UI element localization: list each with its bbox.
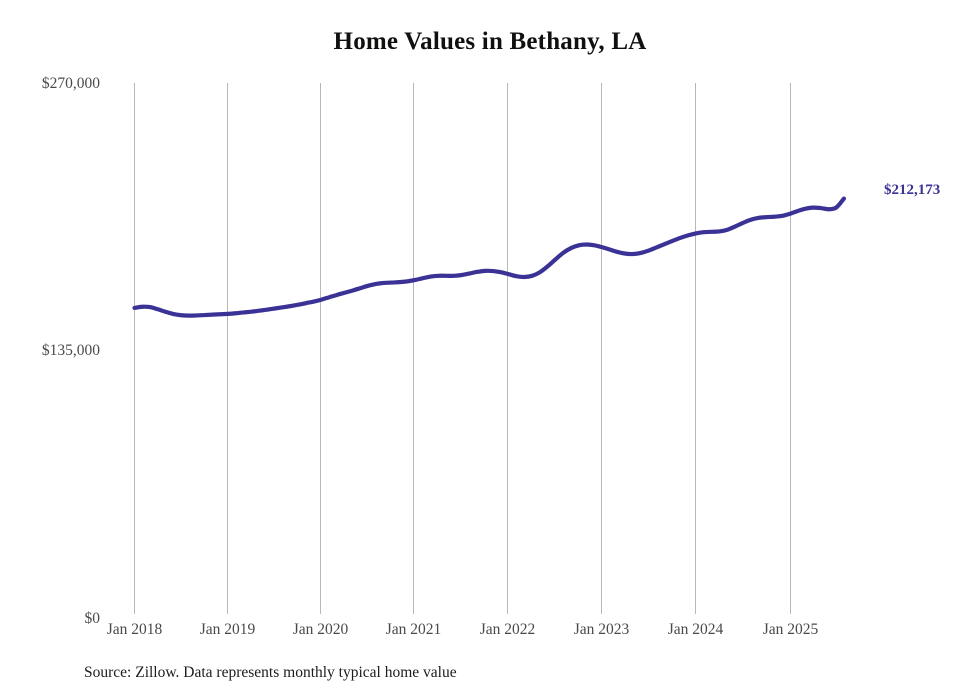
x-axis-tick-jan-2023: Jan 2023 (573, 621, 630, 638)
x-axis-tick-jan-2024: Jan 2024 (667, 621, 724, 638)
x-axis-tick-jan-2021: Jan 2021 (385, 621, 442, 638)
source-note: Source: Zillow. Data represents monthly … (84, 664, 457, 681)
x-axis-tick-jan-2020: Jan 2020 (292, 621, 349, 638)
y-axis-tick-270000: $270,000 (41, 75, 100, 92)
y-axis-tick-0: $0 (84, 610, 101, 627)
chart-title: Home Values in Bethany, LA (333, 28, 647, 55)
x-axis-tick-jan-2025: Jan 2025 (762, 621, 819, 638)
vertical-gridlines (134, 83, 791, 614)
x-axis-tick-jan-2018: Jan 2018 (106, 621, 163, 638)
home-value-line (132, 196, 847, 318)
end-value-annotation: $212,173 (884, 182, 941, 198)
x-axis-tick-jan-2019: Jan 2019 (199, 621, 256, 638)
y-axis-tick-135000: $135,000 (41, 342, 100, 359)
x-axis-tick-jan-2022: Jan 2022 (479, 621, 536, 638)
